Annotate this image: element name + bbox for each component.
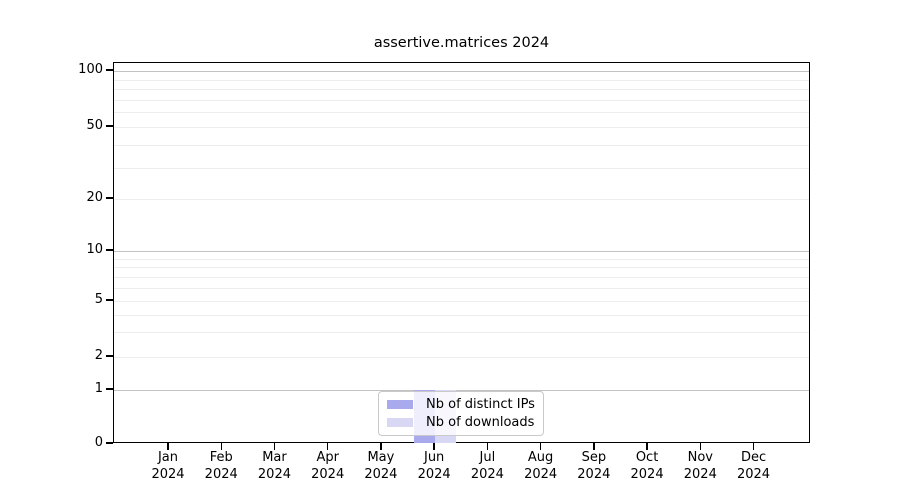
x-tick-label-year: 2024 — [151, 467, 185, 482]
x-tick-label-month: Jul — [479, 450, 496, 465]
x-tick — [433, 443, 435, 450]
x-tick — [273, 443, 276, 450]
gridline-minor — [114, 199, 809, 200]
legend-item: Nb of downloads — [387, 415, 535, 430]
x-tick-label-year: 2024 — [577, 467, 611, 482]
chart-title: assertive.matrices 2024 — [373, 35, 550, 51]
x-tick-label-month: Jun — [423, 450, 445, 465]
x-tick-label-month: Feb — [209, 450, 233, 465]
x-tick — [167, 443, 169, 450]
y-tick-label: 100 — [78, 62, 103, 77]
x-tick-label-month: Jan — [157, 450, 179, 465]
x-tick — [699, 443, 701, 450]
legend-swatch-downloads — [387, 418, 413, 427]
x-tick-label-month: Oct — [635, 450, 659, 465]
x-tick-label: Oct 2024 — [619, 449, 675, 483]
gridline-minor — [114, 258, 809, 260]
x-tick-label: Mar 2024 — [246, 449, 302, 483]
y-tick — [106, 69, 113, 71]
gridline-minor — [114, 144, 809, 146]
x-tick — [539, 443, 542, 450]
x-tick-label: Dec 2024 — [726, 449, 782, 483]
gridline-major — [114, 251, 809, 252]
gridline-minor — [114, 332, 809, 334]
x-tick — [220, 443, 222, 450]
x-tick-label-year: 2024 — [311, 467, 345, 482]
x-tick-label: Apr 2024 — [300, 449, 356, 483]
x-tick-label-year: 2024 — [470, 467, 504, 482]
gridline-minor — [114, 79, 809, 81]
x-tick-label-year: 2024 — [630, 467, 664, 482]
x-tick-label-year: 2024 — [364, 467, 398, 482]
gridline-major — [114, 390, 809, 391]
x-tick — [326, 443, 329, 450]
x-tick-label-year: 2024 — [257, 467, 291, 482]
legend-item: Nb of distinct IPs — [387, 397, 535, 412]
x-tick-label-month: Apr — [316, 450, 339, 465]
y-tick-label: 10 — [86, 242, 103, 257]
gridline-minor — [114, 112, 809, 114]
x-tick — [752, 443, 755, 450]
x-tick-label-month: Nov — [687, 450, 713, 465]
y-tick-label: 5 — [94, 292, 103, 307]
x-tick-label-month: Mar — [262, 450, 287, 465]
x-tick-label: Aug 2024 — [513, 449, 569, 483]
x-tick — [593, 443, 595, 450]
x-tick — [380, 443, 382, 450]
y-tick — [106, 125, 113, 127]
gridline-minor — [114, 301, 809, 302]
x-tick-label-year: 2024 — [417, 467, 451, 482]
x-tick-label: Jun 2024 — [406, 449, 462, 483]
legend: Nb of distinct IPs Nb of downloads — [378, 391, 544, 436]
y-tick-label: 50 — [86, 118, 103, 133]
gridline-minor — [114, 267, 809, 269]
gridline-minor — [114, 276, 809, 278]
legend-label: Nb of downloads — [426, 415, 535, 430]
x-tick-label-month: May — [367, 450, 395, 465]
gridline-minor — [114, 287, 809, 289]
plot-area — [113, 62, 810, 443]
x-tick-label: Jul 2024 — [459, 449, 515, 483]
gridline-minor — [114, 357, 809, 358]
y-tick-label: 20 — [86, 190, 103, 205]
y-tick — [106, 197, 113, 199]
x-tick-label: Sep 2024 — [566, 449, 622, 483]
gridline-minor — [114, 314, 809, 316]
gridline-minor — [114, 99, 809, 101]
x-tick-label-year: 2024 — [204, 467, 238, 482]
x-tick-label: Nov 2024 — [672, 449, 728, 483]
y-tick — [106, 299, 113, 301]
y-tick-label: 0 — [94, 435, 103, 450]
x-tick — [486, 443, 489, 450]
x-tick — [646, 443, 648, 450]
x-tick-label: May 2024 — [353, 449, 409, 483]
x-tick-label-year: 2024 — [524, 467, 558, 482]
legend-label: Nb of distinct IPs — [426, 397, 535, 412]
x-tick-label-month: Sep — [581, 450, 607, 465]
gridline-minor — [114, 168, 809, 169]
x-tick-label: Jan 2024 — [140, 449, 196, 483]
y-tick — [106, 388, 113, 390]
x-tick-label-year: 2024 — [736, 467, 771, 482]
y-tick-label: 2 — [94, 348, 103, 363]
y-tick — [106, 442, 113, 444]
legend-swatch-distinct-ips — [387, 400, 413, 409]
x-tick-label-year: 2024 — [683, 467, 717, 482]
x-tick-label-month: Dec — [740, 450, 767, 465]
gridline-minor — [114, 89, 809, 91]
gridline-minor — [114, 127, 809, 128]
y-tick — [106, 249, 113, 251]
gridline-major — [114, 71, 809, 72]
y-tick-label: 1 — [94, 381, 103, 396]
x-tick-label-month: Aug — [527, 450, 554, 465]
x-tick-label: Feb 2024 — [193, 449, 249, 483]
y-tick — [106, 355, 113, 357]
